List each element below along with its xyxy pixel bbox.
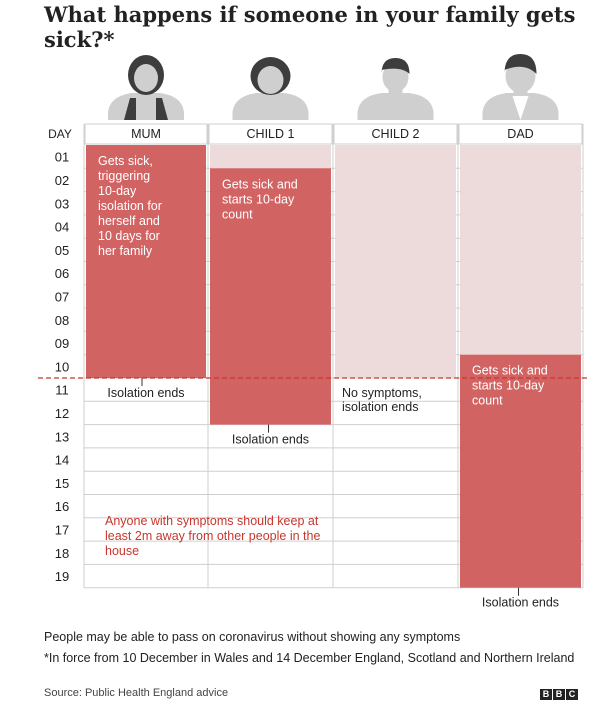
footnote-asymptomatic: People may be able to pass on coronaviru… [44, 630, 461, 644]
day-axis-label: DAY [48, 127, 72, 141]
shoulders [232, 93, 309, 120]
column-header-box [458, 123, 583, 145]
footnote-in-force: *In force from 10 December in Wales and … [44, 651, 575, 665]
shoulders [108, 93, 184, 120]
day-tick-label: 18 [55, 546, 69, 561]
isolation-end-label: isolation ends [342, 400, 418, 414]
face [257, 66, 284, 94]
isolation-end-label: Isolation ends [232, 433, 309, 447]
face [134, 64, 158, 92]
symptom-distance-annotation: Anyone with symptoms should keep at [105, 514, 319, 528]
chart-title: What happens if someone in your family g… [44, 2, 576, 52]
woman-icon [108, 55, 184, 120]
sick-label: triggering [98, 169, 150, 183]
day-tick-label: 17 [55, 522, 69, 537]
sick-label: her family [98, 244, 153, 258]
day-tick-label: 05 [55, 243, 69, 258]
column-header-box [84, 123, 208, 145]
sick-label: count [472, 394, 503, 408]
day-tick-label: 01 [55, 150, 69, 165]
day-tick-label: 19 [55, 569, 69, 584]
sick-label: isolation for [98, 199, 162, 213]
day-tick-label: 02 [55, 173, 69, 188]
day-tick-label: 07 [55, 289, 69, 304]
sick-label: 10-day [98, 184, 137, 198]
logo-letter: C [566, 689, 578, 700]
shoulders [357, 93, 434, 120]
sick-label: Gets sick, [98, 154, 153, 168]
sick-bar [210, 168, 331, 425]
hair [504, 54, 537, 74]
hair [381, 58, 410, 74]
day-tick-label: 09 [55, 336, 69, 351]
sick-label: starts 10-day [472, 379, 545, 393]
sick-label: 10 days for [98, 229, 160, 243]
top-strap [156, 98, 168, 120]
man-icon [482, 54, 559, 120]
isolation-end-label: No symptoms, [342, 386, 422, 400]
column-header-label: DAD [507, 127, 533, 141]
source-note: Source: Public Health England advice [44, 687, 229, 699]
day-tick-label: 08 [55, 313, 69, 328]
isolation-end-label: Isolation ends [482, 596, 559, 610]
column-header-label: MUM [131, 127, 161, 141]
girl-icon [232, 57, 309, 120]
day-tick-label: 16 [55, 499, 69, 514]
logo-letter: B [540, 689, 552, 700]
sick-bar [460, 354, 581, 588]
bbc-logo: B B C [540, 689, 578, 700]
isolation-end-label: Isolation ends [107, 386, 184, 400]
symptom-distance-annotation: house [105, 544, 139, 558]
sick-label: Gets sick and [222, 177, 298, 191]
shirt-collar [512, 96, 529, 120]
day-tick-label: 04 [55, 220, 69, 235]
column-header-label: CHILD 2 [372, 127, 420, 141]
day-tick-label: 06 [55, 266, 69, 281]
sick-bar [86, 145, 206, 378]
day-tick-label: 10 [55, 359, 69, 374]
sick-label: starts 10-day [222, 192, 295, 206]
sick-label: herself and [98, 214, 160, 228]
symptom-distance-annotation: least 2m away from other people in the [105, 529, 320, 543]
isolation-bar [335, 145, 456, 378]
column-header-box [333, 123, 458, 145]
top-strap [124, 98, 136, 120]
sick-label: Gets sick and [472, 364, 548, 378]
column-header-label: CHILD 1 [247, 127, 295, 141]
day-tick-label: 03 [55, 196, 69, 211]
day-tick-label: 12 [55, 406, 69, 421]
day-tick-label: 11 [55, 383, 69, 398]
day-tick-label: 15 [55, 476, 69, 491]
day-tick-label: 13 [55, 429, 69, 444]
boy-icon [357, 58, 434, 120]
column-header-box [208, 123, 333, 145]
sick-label: count [222, 207, 253, 221]
day-tick-label: 14 [55, 453, 69, 468]
logo-letter: B [553, 689, 565, 700]
